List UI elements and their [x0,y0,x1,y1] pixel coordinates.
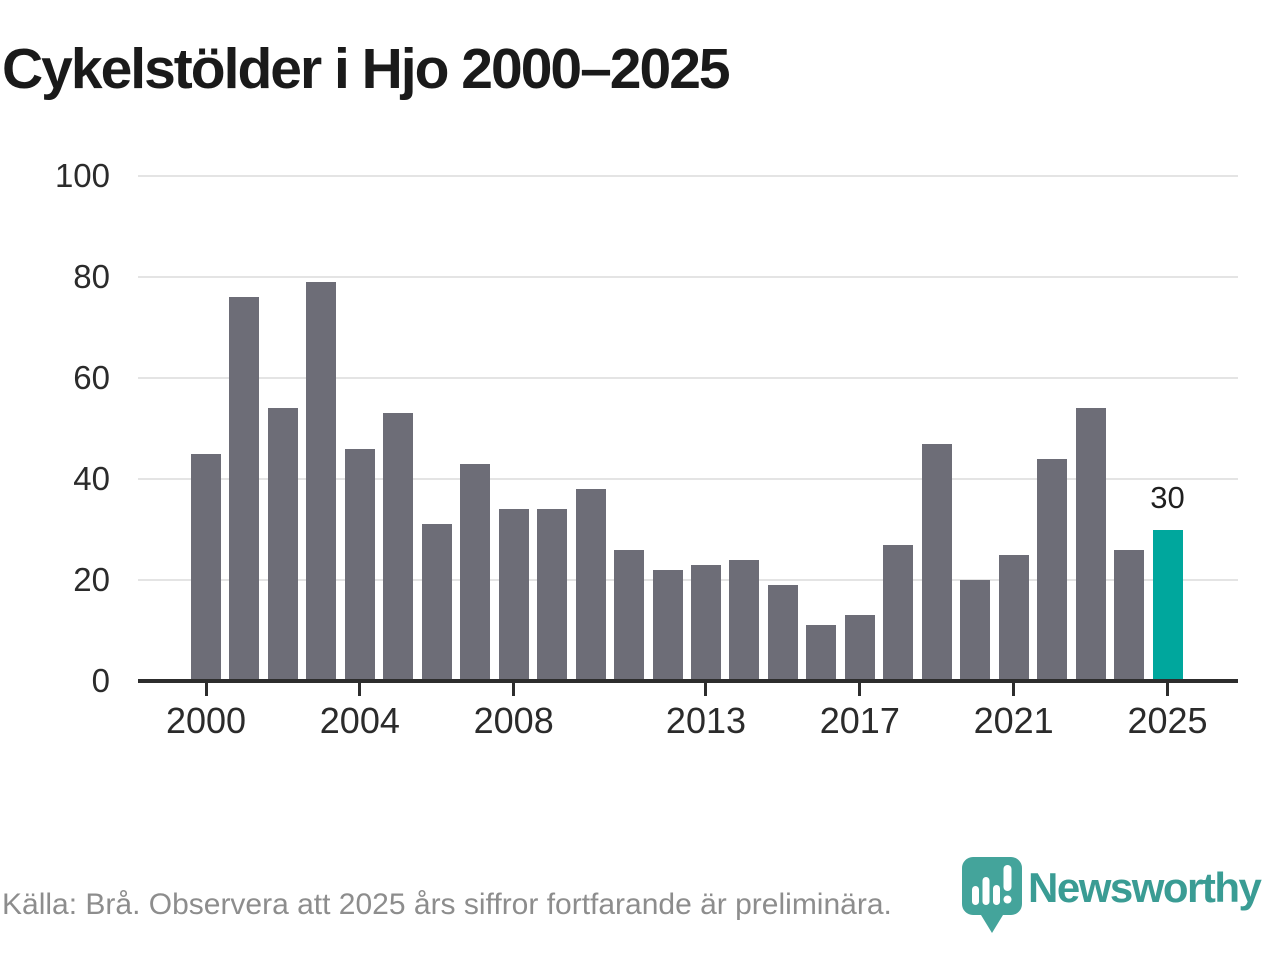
x-tick-label-2017: 2017 [819,700,900,741]
y-tick-label-60: 60 [73,359,110,396]
bar-2017 [844,615,875,681]
y-tick-label-80: 80 [73,258,110,295]
x-tick-2025 [1166,683,1169,696]
bar-2015 [767,585,798,681]
bar-2018 [883,544,914,681]
bar-2021 [998,554,1029,681]
x-axis-line [138,679,1238,683]
bar-2001 [229,297,260,681]
source-note: Källa: Brå. Observera att 2025 års siffr… [2,888,892,921]
x-tick-label-2025: 2025 [1127,700,1208,741]
bar-2013 [690,564,721,681]
bar-2006 [421,524,452,681]
bar-2008 [498,509,529,681]
bar-2009 [537,509,568,681]
newsworthy-logo: Newsworthy [961,856,1262,934]
x-tick-2017 [858,683,862,696]
bar-2010 [575,489,606,681]
bar-2007 [460,463,491,681]
x-tick-2013 [704,683,708,696]
x-tick-label-2013: 2013 [665,700,747,741]
x-tick-2004 [358,683,362,696]
gridline-100 [138,175,1238,177]
bar-2014 [729,559,760,681]
bar-2022 [1037,458,1068,681]
y-tick-label-20: 20 [73,561,110,598]
bar-2025 [1152,529,1183,681]
bar-2012 [652,569,683,681]
y-tick-label-40: 40 [73,460,110,497]
x-tick-2021 [1012,683,1016,696]
chart-title: Cykelstölder i Hjo 2000–2025 [2,37,731,101]
gridline-80 [138,276,1238,278]
x-tick-label-2008: 2008 [473,700,554,741]
bar-2000 [191,453,221,681]
bar-2003 [306,282,337,681]
x-tick-label-2021: 2021 [973,700,1054,741]
y-tick-label-100: 100 [54,157,110,194]
x-tick-label-2004: 2004 [319,700,400,741]
gridline-20 [138,579,1238,581]
bar-2024 [1114,549,1145,681]
bar-2020 [960,580,991,681]
bar-2011 [614,549,645,681]
x-tick-label-2000: 2000 [165,700,247,741]
bar-value-label-2025: 30 [1150,479,1185,515]
bar-2019 [921,443,952,681]
y-tick-label-0: 0 [91,662,110,699]
newsworthy-logo-icon [962,857,1022,933]
bar-2016 [806,625,837,681]
gridline-40 [138,478,1238,480]
bar-2023 [1075,408,1106,681]
newsworthy-logo-text: Newsworthy [1028,864,1262,911]
plot-area: 30 2000 2004 2008 2013 2017 2021 2025 [138,175,1238,741]
bar-2005 [383,413,414,681]
bar-2004 [344,448,375,681]
x-tick-2000 [204,683,208,696]
gridline-60 [138,377,1238,379]
x-tick-2008 [512,683,516,696]
bar-2002 [267,408,298,681]
